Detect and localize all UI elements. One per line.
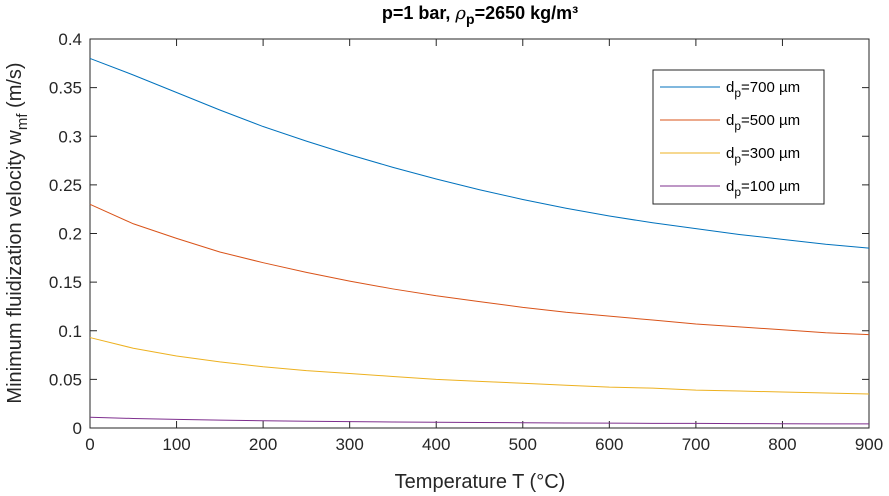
y-tick-label: 0.4 (58, 30, 82, 49)
series-lines (89, 57, 870, 425)
x-tick-label: 600 (595, 435, 623, 454)
x-tick-label: 300 (335, 435, 363, 454)
y-tick-label: 0.05 (49, 370, 82, 389)
legend-label-main: d (726, 145, 734, 162)
legend-label-subscript: p (734, 119, 741, 133)
x-tick-label: 100 (162, 435, 190, 454)
legend-label-rest: =100 µm (741, 178, 800, 195)
legend-box (652, 69, 825, 205)
x-tick-label: 700 (682, 435, 710, 454)
legend-label-3: dp=300 µm (726, 145, 800, 166)
legend-label-subscript: p (734, 152, 741, 166)
y-tick-label: 0 (73, 419, 82, 438)
legend-label-rest: =700 µm (741, 79, 800, 96)
y-tick-label: 0.3 (58, 127, 82, 146)
legend-label-main: d (726, 178, 734, 195)
y-axis-label-unit: (m/s) (4, 62, 26, 113)
y-ticks: 0 0.05 0.1 0.15 0.2 0.25 0.3 0.35 0.4 (49, 30, 869, 438)
title-prefix: p=1 bar, (382, 3, 456, 23)
series-line-4 (89, 416, 870, 425)
legend-label-main: d (726, 112, 734, 129)
y-tick-label: 0.2 (58, 225, 82, 244)
title-rho-subscript: p (466, 11, 475, 27)
series-line-3 (89, 337, 870, 395)
y-axis-label-main: Minimum fluidization velocity w (4, 130, 26, 404)
legend-label-1: dp=700 µm (726, 79, 800, 100)
axes-box (89, 38, 870, 429)
y-axis-label: Minimum fluidization velocity wmf (m/s) (4, 62, 31, 403)
series-line-2 (89, 203, 870, 336)
legend-label-rest: =300 µm (741, 145, 800, 162)
x-tick-label: 0 (85, 435, 94, 454)
legend-label-4: dp=100 µm (726, 178, 800, 199)
legend-label-main: d (726, 79, 734, 96)
y-tick-label: 0.1 (58, 322, 82, 341)
x-ticks: 0 100 200 300 400 500 600 700 800 900 (85, 39, 883, 454)
chart-title: p=1 bar, ρp=2650 kg/m³ (382, 3, 578, 27)
legend-label-subscript: p (734, 185, 741, 199)
legend-label-subscript: p (734, 86, 741, 100)
y-axis-label-subscript: mf (14, 113, 31, 130)
x-tick-label: 500 (509, 435, 537, 454)
title-rho: ρ (454, 3, 466, 24)
series-line-1 (89, 57, 870, 249)
legend-label-2: dp=500 µm (726, 112, 800, 133)
x-tick-label: 200 (249, 435, 277, 454)
x-axis-label: Temperature T (°C) (395, 471, 566, 493)
legend-label-rest: =500 µm (741, 112, 800, 129)
plot-area: 0 100 200 300 400 500 600 700 800 900 0 0.05 0.1 0.1… (49, 30, 883, 454)
y-tick-label: 0.25 (49, 176, 82, 195)
title-suffix: =2650 kg/m³ (475, 3, 579, 23)
y-tick-label: 0.35 (49, 79, 82, 98)
x-tick-label: 900 (855, 435, 883, 454)
x-tick-label: 800 (768, 435, 796, 454)
x-tick-label: 400 (422, 435, 450, 454)
y-tick-label: 0.15 (49, 273, 82, 292)
